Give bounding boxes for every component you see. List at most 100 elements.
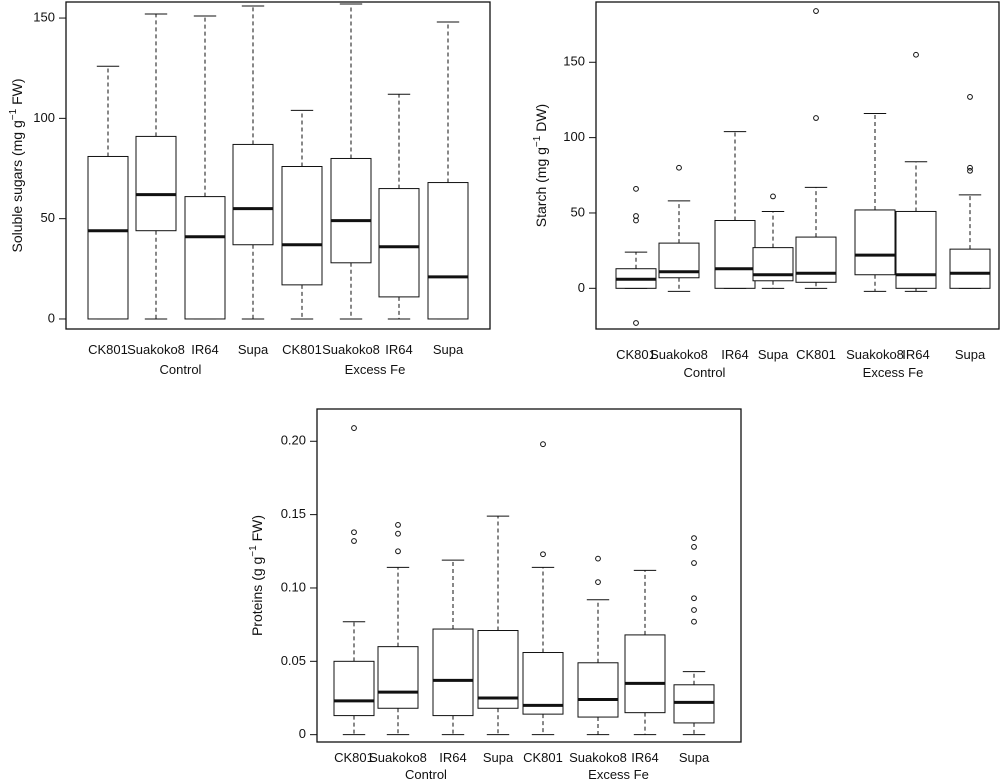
x-category-label: Supa [955, 347, 986, 362]
outlier-point [633, 185, 639, 192]
outlier-point [395, 521, 401, 528]
x-category-label: CK801 [616, 347, 656, 362]
box-7 [895, 51, 937, 292]
box-5 [281, 109, 323, 320]
outlier-point [351, 425, 357, 431]
x-category-label: IR64 [191, 342, 218, 357]
x-category-label: Supa [758, 347, 789, 362]
y-axis-title-main: Starch (mg g [533, 147, 549, 227]
y-tick-label: 0 [578, 280, 585, 295]
x-category-label: Suakoko8 [127, 342, 185, 357]
box-3 [184, 15, 226, 320]
x-group-label: Excess Fe [863, 365, 924, 380]
chart-panel-3: 0 0.05 0.10 0.15 0.20 Proteins (g g−1 FW) CK80… [248, 408, 742, 782]
box-2 [658, 164, 700, 292]
box-7 [378, 93, 420, 320]
x-group-label: Excess Fe [588, 767, 649, 782]
y-tick-label: 150 [563, 54, 585, 69]
iqr-box [949, 248, 991, 289]
iqr-box [377, 646, 419, 709]
y-tick-label: 50 [571, 204, 585, 219]
x-category-label: Supa [679, 750, 710, 765]
y-axis-title: Soluble sugars (mg g−1 FW) [8, 78, 25, 252]
y-tick-label: 0 [299, 726, 306, 741]
y-tick-label: 150 [33, 9, 55, 24]
outlier-point [633, 320, 639, 326]
y-axis-title-sup: −1 [532, 135, 543, 147]
box-5 [522, 441, 564, 736]
box-1 [615, 185, 657, 326]
x-category-label: CK801 [523, 750, 563, 765]
box-1 [333, 425, 375, 736]
outlier-point [691, 560, 697, 566]
iqr-box [333, 660, 375, 717]
iqr-box [854, 209, 896, 276]
outlier-point [633, 213, 639, 219]
iqr-box [427, 182, 469, 320]
outlier-point [770, 193, 776, 200]
box-3 [432, 559, 474, 736]
iqr-box [795, 236, 837, 283]
outlier-point [540, 441, 546, 448]
outlier-point [395, 530, 401, 537]
y-axis-title-tail: FW) [249, 515, 265, 545]
x-group-label: Control [405, 767, 447, 782]
y-tick-label: 0.20 [281, 433, 306, 448]
box-8 [949, 94, 991, 289]
outlier-point [676, 164, 682, 171]
iqr-box [378, 188, 420, 298]
box-6 [330, 3, 372, 320]
box-1 [87, 65, 129, 320]
iqr-box [281, 166, 323, 286]
y-axis-title-main: Proteins (g g [249, 557, 265, 636]
x-category-label: CK801 [88, 342, 128, 357]
y-tick-label: 0.15 [281, 506, 306, 521]
iqr-box [87, 155, 129, 320]
iqr-box [477, 630, 519, 709]
iqr-box [895, 210, 937, 289]
plot-frame [65, 1, 491, 330]
outlier-point [813, 8, 819, 14]
outlier-point [691, 607, 697, 613]
box-6 [854, 113, 896, 292]
x-category-label: IR64 [902, 347, 929, 362]
x-category-label: Supa [433, 342, 464, 357]
y-axis-title-sup: −1 [8, 108, 19, 120]
x-category-label: Suakoko8 [650, 347, 708, 362]
x-group-label: Control [684, 365, 726, 380]
y-axis-title: Starch (mg g−1 DW) [532, 104, 549, 227]
x-category-label: Suakoko8 [569, 750, 627, 765]
box-4 [477, 515, 519, 736]
y-tick-label: 100 [563, 129, 585, 144]
iqr-box [330, 157, 372, 264]
y-axis-title: Proteins (g g−1 FW) [248, 515, 265, 636]
y-tick-label: 0.10 [281, 579, 306, 594]
box-7 [624, 569, 666, 736]
x-category-label: CK801 [282, 342, 322, 357]
iqr-box [232, 143, 274, 246]
iqr-box [184, 196, 226, 320]
x-category-label: CK801 [334, 750, 374, 765]
x-group-label: Control [160, 362, 202, 377]
x-category-label: Supa [238, 342, 269, 357]
box-2 [377, 521, 419, 736]
outlier-point [691, 618, 697, 625]
outlier-point [967, 167, 973, 174]
iqr-box [714, 220, 756, 289]
x-category-label: IR64 [439, 750, 466, 765]
y-axis-title-main: Soluble sugars (mg g [9, 120, 25, 252]
outlier-point [351, 538, 357, 544]
x-category-label: IR64 [631, 750, 658, 765]
y-tick-label: 100 [33, 110, 55, 125]
x-category-label: IR64 [721, 347, 748, 362]
chart-panel-2: 0 50 100 150 Starch (mg g−1 DW) CK801Suakoko8… [532, 1, 1000, 380]
plot-frame [316, 408, 742, 743]
outlier-point [395, 548, 401, 555]
outlier-point [813, 115, 819, 121]
x-category-label: Suakoko8 [369, 750, 427, 765]
outlier-point [691, 595, 697, 602]
y-axis-title-tail: FW) [9, 78, 25, 108]
x-category-label: IR64 [385, 342, 412, 357]
box-5 [795, 8, 837, 289]
